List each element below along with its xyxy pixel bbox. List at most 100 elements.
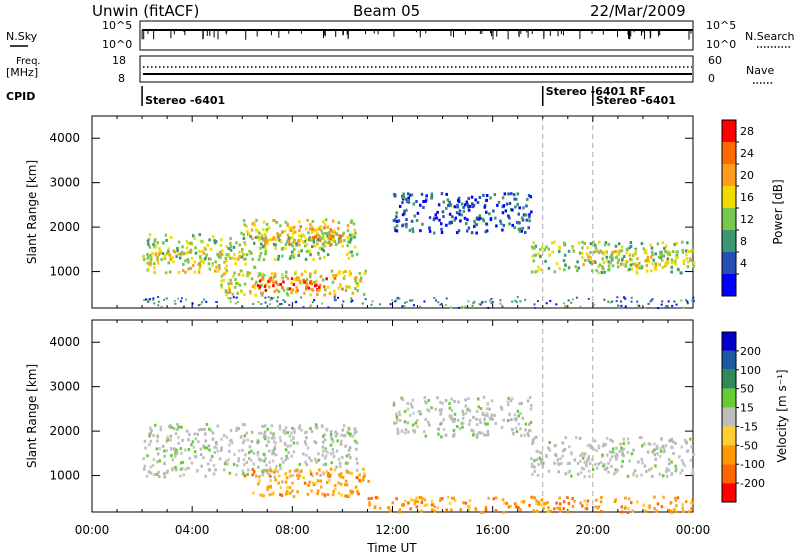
power-cell <box>235 241 238 245</box>
power-cell <box>657 307 660 310</box>
power-cell <box>484 230 488 234</box>
velocity-cell <box>455 425 459 429</box>
velocity-cell <box>179 474 182 478</box>
power-cell <box>536 300 539 303</box>
velocity-cell <box>312 483 316 487</box>
velocity-cell <box>413 429 416 433</box>
power-cell <box>180 250 184 254</box>
power-cell <box>636 264 639 268</box>
velocity-cell <box>151 463 155 467</box>
velocity-cell <box>166 435 169 439</box>
velocity-cell <box>636 500 639 504</box>
power-cell <box>261 291 265 295</box>
power-cell <box>539 248 542 252</box>
power-cell <box>353 276 357 280</box>
power-cell <box>295 300 298 303</box>
power-cell <box>515 301 518 304</box>
velocity-cell <box>654 457 657 461</box>
velocity-cell <box>681 503 684 507</box>
velocity-cell <box>559 509 562 513</box>
power-cell <box>198 261 202 265</box>
velocity-cell <box>397 410 401 414</box>
velocity-cell <box>300 428 303 432</box>
power-cell <box>637 304 640 307</box>
power-cell <box>268 277 272 281</box>
power-cell <box>465 229 469 233</box>
power-cell <box>264 252 267 256</box>
velocity-cell <box>660 437 663 441</box>
velocity-cell <box>533 459 536 463</box>
velocity-cell <box>658 472 662 476</box>
power-cell <box>398 204 402 208</box>
velocity-cell <box>331 440 335 444</box>
power-cell <box>284 242 288 246</box>
power-cell <box>293 230 297 234</box>
power-cell <box>691 299 694 302</box>
power-cell <box>455 211 459 215</box>
velocity-cell <box>595 449 598 453</box>
power-cell <box>254 235 258 239</box>
velocity-cell <box>205 422 209 426</box>
power-cell <box>333 239 337 243</box>
velocity-cell <box>444 399 448 403</box>
velocity-cell <box>556 461 560 465</box>
velocity-cell <box>505 501 508 505</box>
velocity-cell <box>481 413 485 417</box>
power-cell <box>371 300 374 303</box>
velocity-cell <box>419 412 422 416</box>
velocity-cell <box>348 432 351 436</box>
power-cell <box>347 240 350 244</box>
velocity-cell <box>640 457 644 461</box>
velocity-cell <box>581 504 584 508</box>
velocity-cell <box>267 436 270 440</box>
power-cell <box>530 270 534 274</box>
power-cell <box>435 299 438 302</box>
power-cell <box>391 299 394 302</box>
power-cell <box>507 192 510 196</box>
power-cell <box>607 300 610 303</box>
velocity-cell <box>152 458 156 462</box>
velocity-cell <box>674 464 677 468</box>
velocity-cell <box>646 450 650 454</box>
power-cell <box>489 218 493 222</box>
velocity-cell <box>401 398 405 402</box>
velocity-cell <box>537 463 540 467</box>
power-cell <box>686 302 689 305</box>
velocity-cell <box>461 410 464 414</box>
power-cell <box>666 260 669 264</box>
velocity-cell <box>464 404 467 408</box>
velocity-cell <box>462 412 465 416</box>
velocity-cell <box>354 439 357 443</box>
power-cell <box>629 263 633 267</box>
power-cell <box>154 251 158 255</box>
velocity-cell <box>244 453 247 457</box>
power-cell <box>661 266 665 270</box>
velocity-cell <box>632 473 635 477</box>
power-cell <box>218 267 221 271</box>
power-cell <box>598 240 601 244</box>
power-cell <box>474 222 477 226</box>
power-cell <box>685 257 688 261</box>
power-cell <box>616 265 620 269</box>
velocity-cell <box>305 453 308 457</box>
velocity-cell <box>273 445 277 449</box>
velocity-cell <box>228 471 232 475</box>
power-cell <box>651 262 654 266</box>
velocity-plot-frame <box>91 319 694 513</box>
power-cell <box>262 277 265 281</box>
power-cell <box>511 223 514 227</box>
velocity-cell <box>616 468 619 472</box>
power-cell <box>185 298 188 301</box>
power-cell <box>309 293 312 297</box>
power-cell <box>430 194 434 198</box>
velocity-cell <box>419 496 423 500</box>
velocity-cell <box>656 502 660 506</box>
velocity-cell <box>177 425 181 429</box>
power-cell <box>238 250 241 254</box>
velocity-cell <box>290 454 294 458</box>
velocity-cell <box>459 508 462 512</box>
velocity-cell <box>289 491 292 495</box>
power-cell <box>199 258 203 262</box>
power-cell <box>310 287 314 291</box>
